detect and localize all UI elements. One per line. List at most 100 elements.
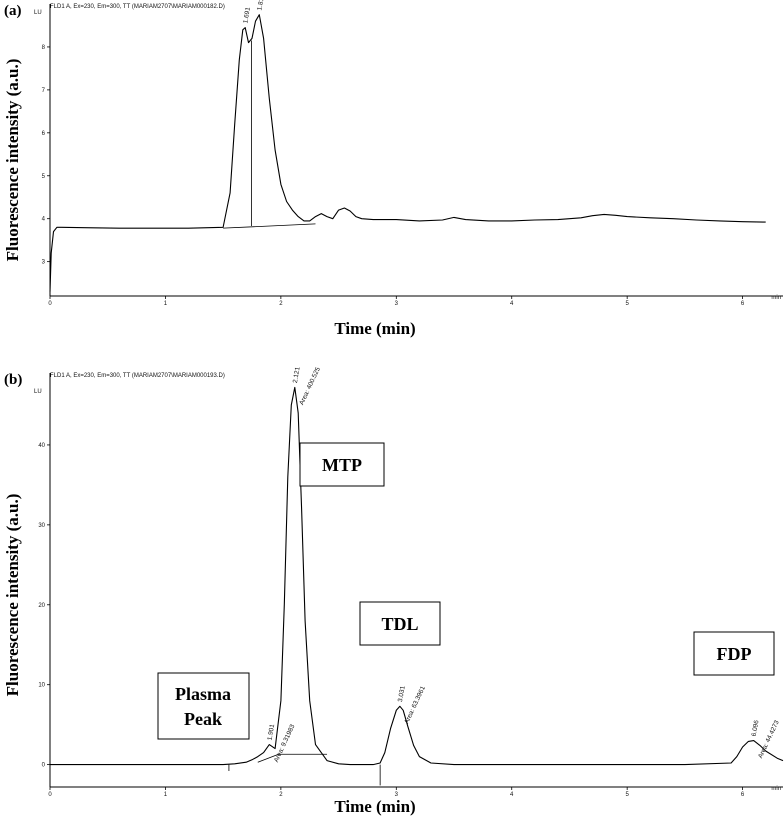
panel-a-peak-label: 1.691: [242, 6, 252, 24]
panel-a-trace-point: [742, 221, 743, 222]
panel-b-trace-point: [390, 728, 391, 729]
panel-a-trace-point: [315, 216, 316, 217]
panel-b-peak-label: 1.901: [267, 723, 277, 741]
panel-b-trace-point: [252, 759, 253, 760]
panel-a-trace-point: [119, 228, 120, 229]
panel-a-trace-point: [298, 216, 299, 217]
panel-b-trace-point: [373, 764, 374, 765]
panel-a-label: (a): [4, 3, 22, 19]
panel-a-trace-point: [223, 227, 224, 228]
panel-b-y-tick-label: 0: [42, 763, 46, 769]
panel-a-trace-point: [765, 222, 766, 223]
annotation-fdp-text: FDP: [717, 644, 752, 664]
panel-a-trace-point: [511, 220, 512, 221]
panel-a-trace-point: [275, 150, 276, 151]
panel-a-trace-point: [558, 219, 559, 220]
panel-b-trace-point: [287, 476, 288, 477]
panel-a-trace-point: [239, 59, 240, 60]
panel-a-trace-point: [673, 218, 674, 219]
panel-a-trace-point: [615, 215, 616, 216]
annotation-tdl: TDL: [359, 601, 441, 646]
panel-a-trace-point: [153, 228, 154, 229]
panel-b-trace-point: [684, 764, 685, 765]
panel-b-trace-point: [731, 763, 732, 764]
panel-a-trace-point: [61, 227, 62, 228]
panel-b-trace-point: [263, 752, 264, 753]
panel-a-trace-point: [263, 38, 264, 39]
annotation-tdl-box: [359, 601, 441, 646]
panel-a-trace-point: [286, 201, 287, 202]
panel-b-peak-label: 6.096: [751, 719, 761, 737]
panel-a-trace-point: [361, 218, 362, 219]
panel-a-y-tick-label: 5: [42, 174, 46, 180]
panel-b-y-tick-label: 40: [38, 443, 45, 449]
panel-b-trace-point: [399, 706, 400, 707]
panel-a-trace-point: [292, 210, 293, 211]
panel-a-trace-point: [488, 220, 489, 221]
panel-a-x-axis-title: Time (min): [334, 319, 415, 338]
panel-b-trace-point: [257, 756, 258, 757]
panel-a-trace-point: [188, 228, 189, 229]
panel-a-trace-point: [396, 219, 397, 220]
panel-b-x-axis-title: Time (min): [334, 797, 415, 816]
panel-a-trace-point: [338, 210, 339, 211]
panel-b-trace-point: [165, 764, 166, 765]
panel-a-trace-point: [419, 220, 420, 221]
panel-b-x-tick-label: 1: [164, 792, 168, 798]
panel-a-unit-label: LU: [34, 10, 42, 16]
panel-b-header: FLD1 A, Ex=230, Em=300, TT (MARIAM2707\M…: [50, 373, 225, 379]
panel-b-trace-point: [454, 764, 455, 765]
panel-a-trace-point: [304, 220, 305, 221]
annotation-plasma-peak-box: [157, 672, 250, 740]
annotation-mtp: MTP: [299, 442, 385, 487]
panel-a-trace-point: [465, 219, 466, 220]
panel-a-x-tick-label: 4: [510, 301, 514, 307]
panel-b-x-unit-label: min: [771, 786, 781, 792]
panel-b-trace-point: [511, 764, 512, 765]
panel-b-trace-point: [280, 700, 281, 701]
panel-b-unit-label: LU: [34, 389, 42, 395]
panel-b-trace-point: [269, 744, 270, 745]
panel-b-trace-point: [223, 764, 224, 765]
panel-b-trace-point: [350, 764, 351, 765]
panel-b-trace-point: [246, 762, 247, 763]
panel-b-x-tick-label: 5: [625, 792, 629, 798]
panel-b-trace-point: [380, 763, 381, 764]
panel-a-y-tick-label: 3: [42, 260, 46, 266]
panel-a-trace-point: [53, 231, 54, 232]
panel-b-trace-point: [298, 413, 299, 414]
panel-a-trace-point: [332, 218, 333, 219]
panel-a-x-unit-label: min: [771, 295, 781, 301]
panel-b-trace-line: [50, 386, 784, 766]
panel-a-trace-point: [51, 253, 52, 254]
panel-b: (b) FLD1 A, Ex=230, Em=300, TT (MARIAM27…: [3, 366, 784, 816]
panel-b-plot-area: 0 10 20 30 40 0 1 2 3 4 5 6 min 1.901 2.121 3.031 6.096 A…: [38, 366, 784, 798]
panel-b-trace-point: [50, 764, 51, 765]
panel-a-trace-line: [49, 14, 766, 292]
panel-a-header: FLD1 A, Ex=230, Em=300, TT (MARIAM2707\M…: [50, 4, 225, 10]
panel-a-trace-point: [327, 216, 328, 217]
panel-b-trace-point: [777, 758, 778, 759]
panel-b-trace-point: [627, 764, 628, 765]
panel-b-peak-label: 2.121: [292, 366, 302, 384]
panel-b-trace-point: [384, 752, 385, 753]
panel-b-trace-point: [748, 741, 749, 742]
annotation-plasma-text-line1: Plasma: [175, 684, 231, 704]
panel-a-trace-point: [373, 219, 374, 220]
panel-a-trace-point: [252, 38, 253, 39]
panel-b-trace-point: [403, 710, 404, 711]
panel-a-x-tick-label: 6: [741, 301, 745, 307]
panel-a-trace-point: [245, 27, 246, 28]
annotation-tdl-text: TDL: [381, 614, 418, 634]
panel-a-trace-point: [534, 220, 535, 221]
panel-a-trace-point: [242, 29, 243, 30]
panel-b-x-tick-label: 3: [395, 792, 399, 798]
panel-a-trace-point: [269, 98, 270, 99]
annotation-fdp-box: [693, 631, 775, 676]
annotation-plasma-peak: Plasma Peak: [157, 672, 250, 740]
panel-a-trace-point: [627, 216, 628, 217]
panel-b-trace-point: [736, 756, 737, 757]
panel-a-plot-area: 3 4 5 6 7 8 0 1 2 3 4 5 6 min 1.691 1.813: [42, 0, 783, 307]
panel-b-trace-point: [783, 760, 784, 761]
